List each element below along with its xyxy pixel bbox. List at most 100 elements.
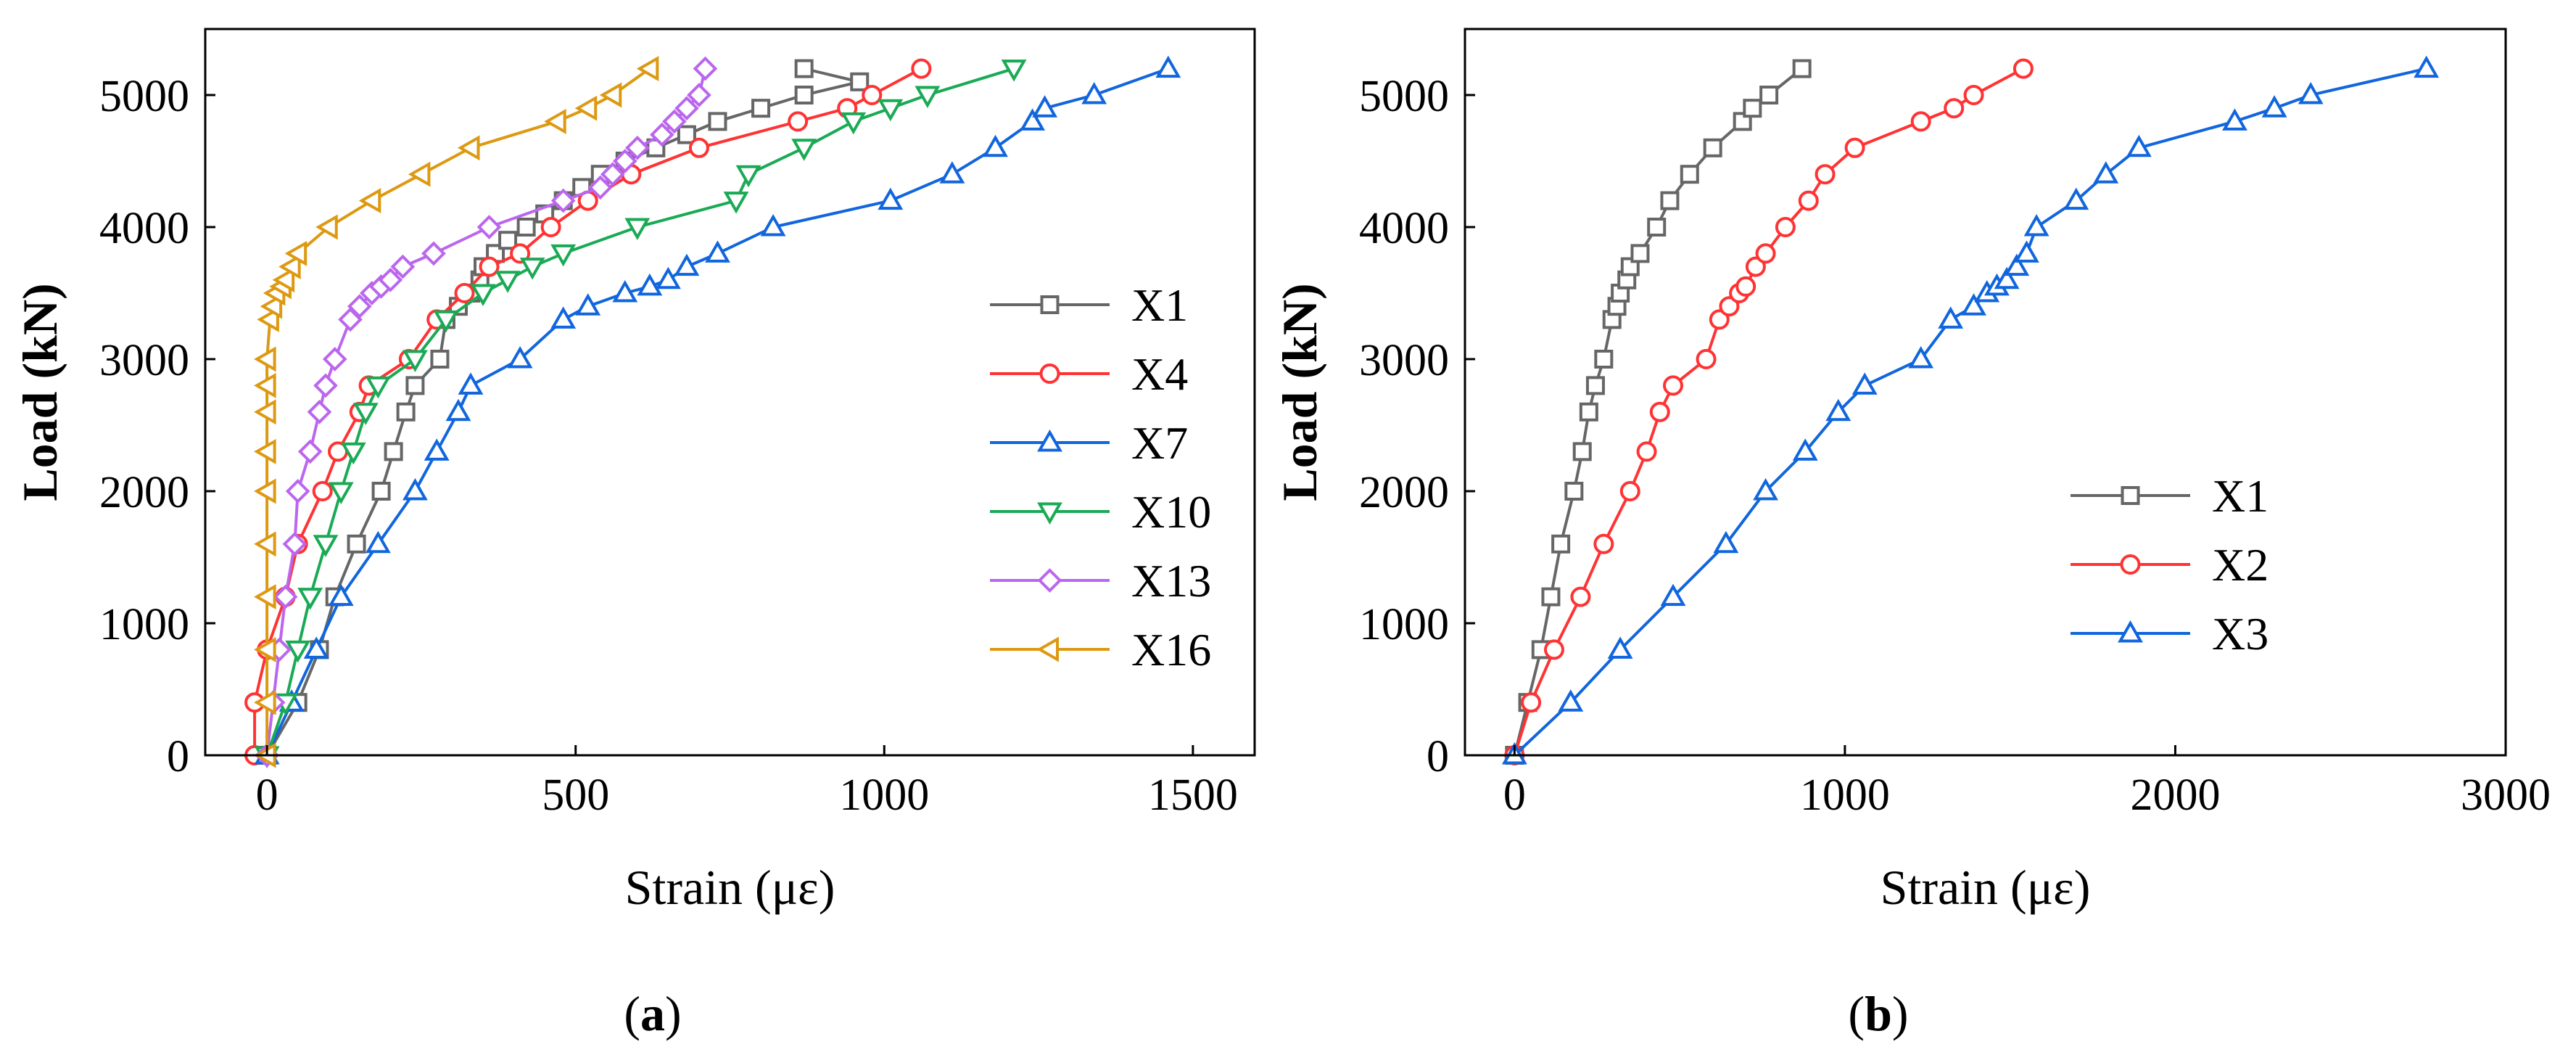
y-tick-label: 3000 xyxy=(1359,336,1449,385)
data-point-X7 xyxy=(705,240,730,263)
data-point-X2 xyxy=(1709,309,1730,330)
data-point-X1 xyxy=(1579,402,1598,422)
y-tick-label: 0 xyxy=(1427,732,1449,781)
data-point-X2 xyxy=(1663,375,1683,396)
data-point-X3 xyxy=(1792,438,1818,461)
data-point-X2 xyxy=(1775,217,1796,237)
plot-frame xyxy=(204,28,1256,757)
data-point-X13 xyxy=(338,307,363,332)
data-point-X10 xyxy=(624,218,651,241)
data-point-X1 xyxy=(1585,376,1605,395)
data-point-X1 xyxy=(794,59,814,78)
data-point-X2 xyxy=(1745,256,1766,277)
data-point-X13 xyxy=(282,531,307,556)
data-point-X16 xyxy=(254,689,276,715)
data-point-X7 xyxy=(674,253,700,276)
legend-label: X4 xyxy=(1131,348,1188,400)
data-point-X16 xyxy=(272,267,295,293)
data-point-X1 xyxy=(751,99,771,118)
data-point-X2 xyxy=(1735,276,1756,297)
data-point-X7 xyxy=(303,636,329,659)
data-point-X13 xyxy=(313,373,338,398)
x-tick-label: 2000 xyxy=(2130,771,2220,820)
data-point-X16 xyxy=(254,478,276,504)
data-point-X3 xyxy=(1852,372,1878,395)
legend-label: X3 xyxy=(2212,608,2269,660)
x-axis-label: Strain (με) xyxy=(625,860,835,915)
data-point-X1 xyxy=(1630,244,1650,263)
data-point-X13 xyxy=(476,215,502,239)
data-point-X2 xyxy=(1844,137,1865,158)
panel-label-open: ( xyxy=(624,986,640,1041)
legend-label: X7 xyxy=(1131,417,1188,469)
data-point-X10 xyxy=(352,403,379,425)
data-point-X10 xyxy=(791,139,817,161)
legend-marker xyxy=(2121,486,2140,505)
legend-marker xyxy=(1037,502,1062,525)
data-point-X3 xyxy=(2298,81,2324,104)
data-point-X4 xyxy=(454,283,475,303)
data-point-X3 xyxy=(2093,161,2119,184)
data-point-X1 xyxy=(1703,138,1722,157)
data-point-X10 xyxy=(328,482,354,505)
data-point-X1 xyxy=(371,482,391,501)
data-point-X3 xyxy=(2063,187,2089,210)
series-X16 xyxy=(254,56,659,768)
data-point-X2 xyxy=(1798,190,1819,211)
data-point-X2 xyxy=(1521,692,1542,713)
series-X3 xyxy=(1501,55,2440,765)
data-point-X2 xyxy=(1963,85,1984,105)
data-point-X7 xyxy=(1155,55,1181,78)
data-point-X1 xyxy=(347,534,366,554)
data-point-X16 xyxy=(257,306,279,332)
data-point-X3 xyxy=(1713,530,1739,554)
data-point-X2 xyxy=(1636,441,1657,462)
data-point-X13 xyxy=(674,96,699,121)
data-point-X16 xyxy=(254,438,276,464)
data-point-X1 xyxy=(405,376,425,395)
legend-label: X13 xyxy=(1131,555,1211,607)
data-point-X13 xyxy=(273,584,298,609)
legend-marker xyxy=(1039,363,1060,384)
y-tick-label: 4000 xyxy=(99,204,189,253)
data-point-X7 xyxy=(328,583,354,607)
data-point-X3 xyxy=(1825,398,1852,422)
data-point-X1 xyxy=(708,112,727,131)
y-tick-label: 5000 xyxy=(99,72,189,121)
legend: X1 X2 X3 xyxy=(2071,470,2269,660)
x-tick-label: 0 xyxy=(1503,771,1526,820)
data-point-X7 xyxy=(637,273,663,296)
data-point-X16 xyxy=(457,135,480,161)
data-point-X7 xyxy=(983,134,1008,157)
x-tick-label: 500 xyxy=(542,771,609,820)
data-point-X7 xyxy=(445,398,471,422)
data-point-X1 xyxy=(1541,587,1561,607)
data-point-X16 xyxy=(254,346,276,372)
data-point-X3 xyxy=(1961,293,1987,316)
data-point-X10 xyxy=(365,376,391,399)
data-point-X7 xyxy=(760,213,786,237)
data-point-X10 xyxy=(519,258,545,280)
data-point-X1 xyxy=(384,442,403,461)
data-point-X3 xyxy=(2004,253,2030,276)
y-tick-label: 2000 xyxy=(1359,468,1449,517)
data-point-X10 xyxy=(495,271,521,293)
x-tick-label: 1000 xyxy=(1800,771,1890,820)
plot-frame xyxy=(1464,28,2507,757)
data-point-X7 xyxy=(655,266,681,289)
y-axis-label: Load (kN) xyxy=(1272,283,1327,501)
data-point-X7 xyxy=(458,372,484,395)
data-point-X1 xyxy=(1660,191,1680,210)
data-point-X3 xyxy=(1558,689,1584,712)
data-point-X10 xyxy=(550,244,577,267)
series-X7 xyxy=(254,55,1181,765)
data-point-X10 xyxy=(297,588,323,610)
legend-item-X1: X1 xyxy=(2071,470,2269,522)
legend-item-X2: X2 xyxy=(2071,539,2269,591)
data-point-X2 xyxy=(1649,401,1670,422)
data-point-X1 xyxy=(677,125,696,144)
data-point-X1 xyxy=(1743,99,1762,118)
legend-marker xyxy=(1036,636,1059,662)
y-tick-label: 2000 xyxy=(99,468,189,517)
